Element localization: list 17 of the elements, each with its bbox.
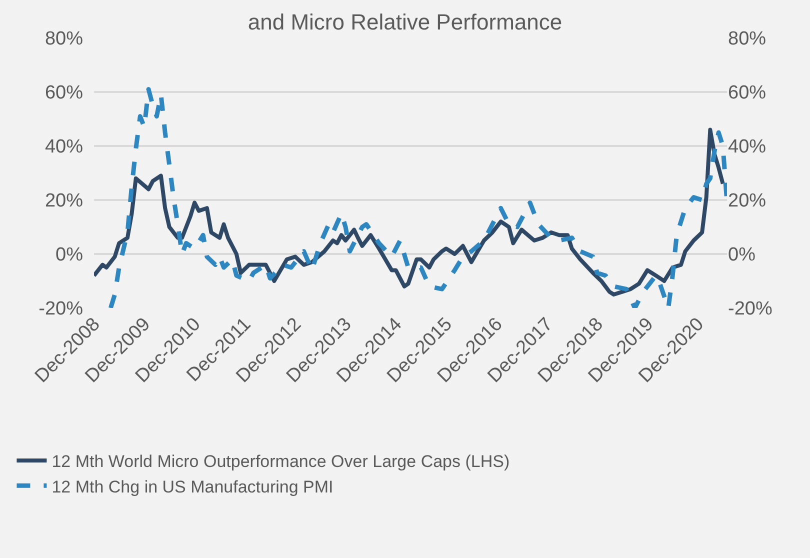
y2-tick-label: 0% [728,244,756,266]
y2-tick-label: 60% [728,82,766,104]
y-tick-label: 80% [44,28,84,50]
line-series [108,87,727,308]
y2-tick-label: 40% [728,136,766,158]
y2-tick-label: 20% [728,190,766,212]
y2-tick-label: -20% [728,298,772,320]
y-tick-label: 0% [56,244,84,266]
y-tick-label: -20% [38,298,84,320]
line-series [94,128,725,296]
y-tick-label: 40% [44,136,84,158]
y-tick-label: 60% [44,82,84,104]
legend-label: 12 Mth World Micro Outperformance Over Large Caps (LHS) [52,452,510,472]
y-tick-label: 20% [44,190,84,212]
chart-title: and Micro Relative Performance [248,9,562,34]
y2-tick-label: 80% [728,28,766,50]
legend-label: 12 Mth Chg in US Manufacturing PMI [52,477,334,496]
